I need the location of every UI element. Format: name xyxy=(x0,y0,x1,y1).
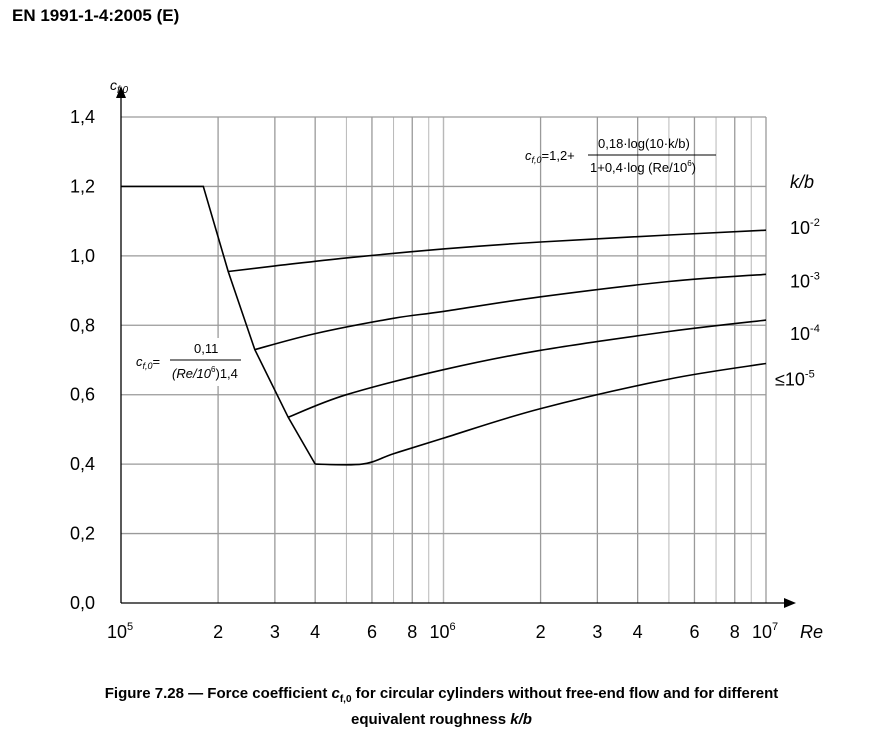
y-tick-label: 0,4 xyxy=(70,454,95,474)
formula-lower-denominator: (Re/106)1,4 xyxy=(172,365,238,381)
curves xyxy=(121,185,767,466)
x-tick-label: 105 xyxy=(107,621,133,642)
x-tick-labels: 105 2 3 4 6 8 106 2 3 4 6 8 107 xyxy=(107,621,778,642)
y-tick-labels: 0,0 0,2 0,4 0,6 0,8 1,0 1,2 1,4 xyxy=(70,107,95,613)
caption-symbol: c xyxy=(331,685,340,702)
y-tick-label: 0,6 xyxy=(70,385,95,405)
formula-lower: cf,0= 0,11 (Re/106)1,4 xyxy=(132,338,244,386)
figure-caption: Figure 7.28 — Force coefficient cf,0 for… xyxy=(0,684,883,730)
series-label: 10-3 xyxy=(790,270,820,291)
x-tick-label: 6 xyxy=(367,622,377,642)
formula-lower-numerator: 0,11 xyxy=(194,341,218,356)
legend-title: k/b xyxy=(790,172,814,192)
x-tick-label: 106 xyxy=(430,621,456,642)
x-tick-label: 2 xyxy=(536,622,546,642)
x-tick-label: 8 xyxy=(730,622,740,642)
axes xyxy=(116,86,796,608)
x-tick-label: 8 xyxy=(407,622,417,642)
caption-symbol-sub: f,0 xyxy=(339,694,352,705)
y-tick-label: 0,8 xyxy=(70,315,95,335)
x-axis-title: Re xyxy=(800,622,823,642)
y-tick-label: 0,0 xyxy=(70,593,95,613)
formula-lower-bg xyxy=(132,338,244,386)
curve-kb--2 xyxy=(228,229,767,273)
formula-upper: cf,0=1,2+ 0,18·log(10·k/b) 1+0,4·log (Re… xyxy=(525,136,716,175)
y-tick-label: 1,4 xyxy=(70,107,95,127)
y-tick-label: 0,2 xyxy=(70,524,95,544)
caption-prefix: Figure 7.28 — Force coefficient xyxy=(104,685,332,702)
series-label: 10-2 xyxy=(790,217,820,238)
x-tick-label: 107 xyxy=(752,621,778,642)
caption-line-2: equivalent roughness k/b xyxy=(351,711,532,728)
grid xyxy=(121,116,767,603)
series-labels: 10-2 10-3 10-4 ≤10-5 xyxy=(775,217,820,389)
series-label: 10-4 xyxy=(790,323,820,344)
formula-upper-numerator: 0,18·log(10·k/b) xyxy=(598,136,690,151)
x-tick-label: 4 xyxy=(310,622,320,642)
y-axis-title: cf,0 xyxy=(110,77,129,96)
force-coefficient-chart: 0,0 0,2 0,4 0,6 0,8 1,0 1,2 1,4 105 2 3 4 6 8 106 2 3 4 6… xyxy=(70,77,823,642)
standard-reference: EN 1991-1-4:2005 (E) xyxy=(12,6,180,25)
formula-lower-lhs: cf,0= xyxy=(136,354,160,371)
formula-upper-lhs: cf,0=1,2+ xyxy=(525,148,575,165)
y-axis-arrow xyxy=(116,86,126,98)
x-tick-label: 4 xyxy=(633,622,643,642)
y-tick-label: 1,2 xyxy=(70,176,95,196)
y-tick-label: 1,0 xyxy=(70,246,95,266)
x-axis-arrow xyxy=(784,598,796,608)
curve-kb--5 xyxy=(315,362,767,466)
caption-middle: for circular cylinders without free-end … xyxy=(351,685,779,702)
curve-kb--3 xyxy=(254,273,767,351)
x-tick-label: 2 xyxy=(213,622,223,642)
formula-upper-denominator: 1+0,4·log (Re/106) xyxy=(590,159,696,175)
curve-envelope xyxy=(121,185,316,465)
x-tick-label: 3 xyxy=(592,622,602,642)
series-label: ≤10-5 xyxy=(775,368,815,389)
x-tick-label: 3 xyxy=(270,622,280,642)
curve-kb--4 xyxy=(287,319,767,419)
x-tick-label: 6 xyxy=(689,622,699,642)
